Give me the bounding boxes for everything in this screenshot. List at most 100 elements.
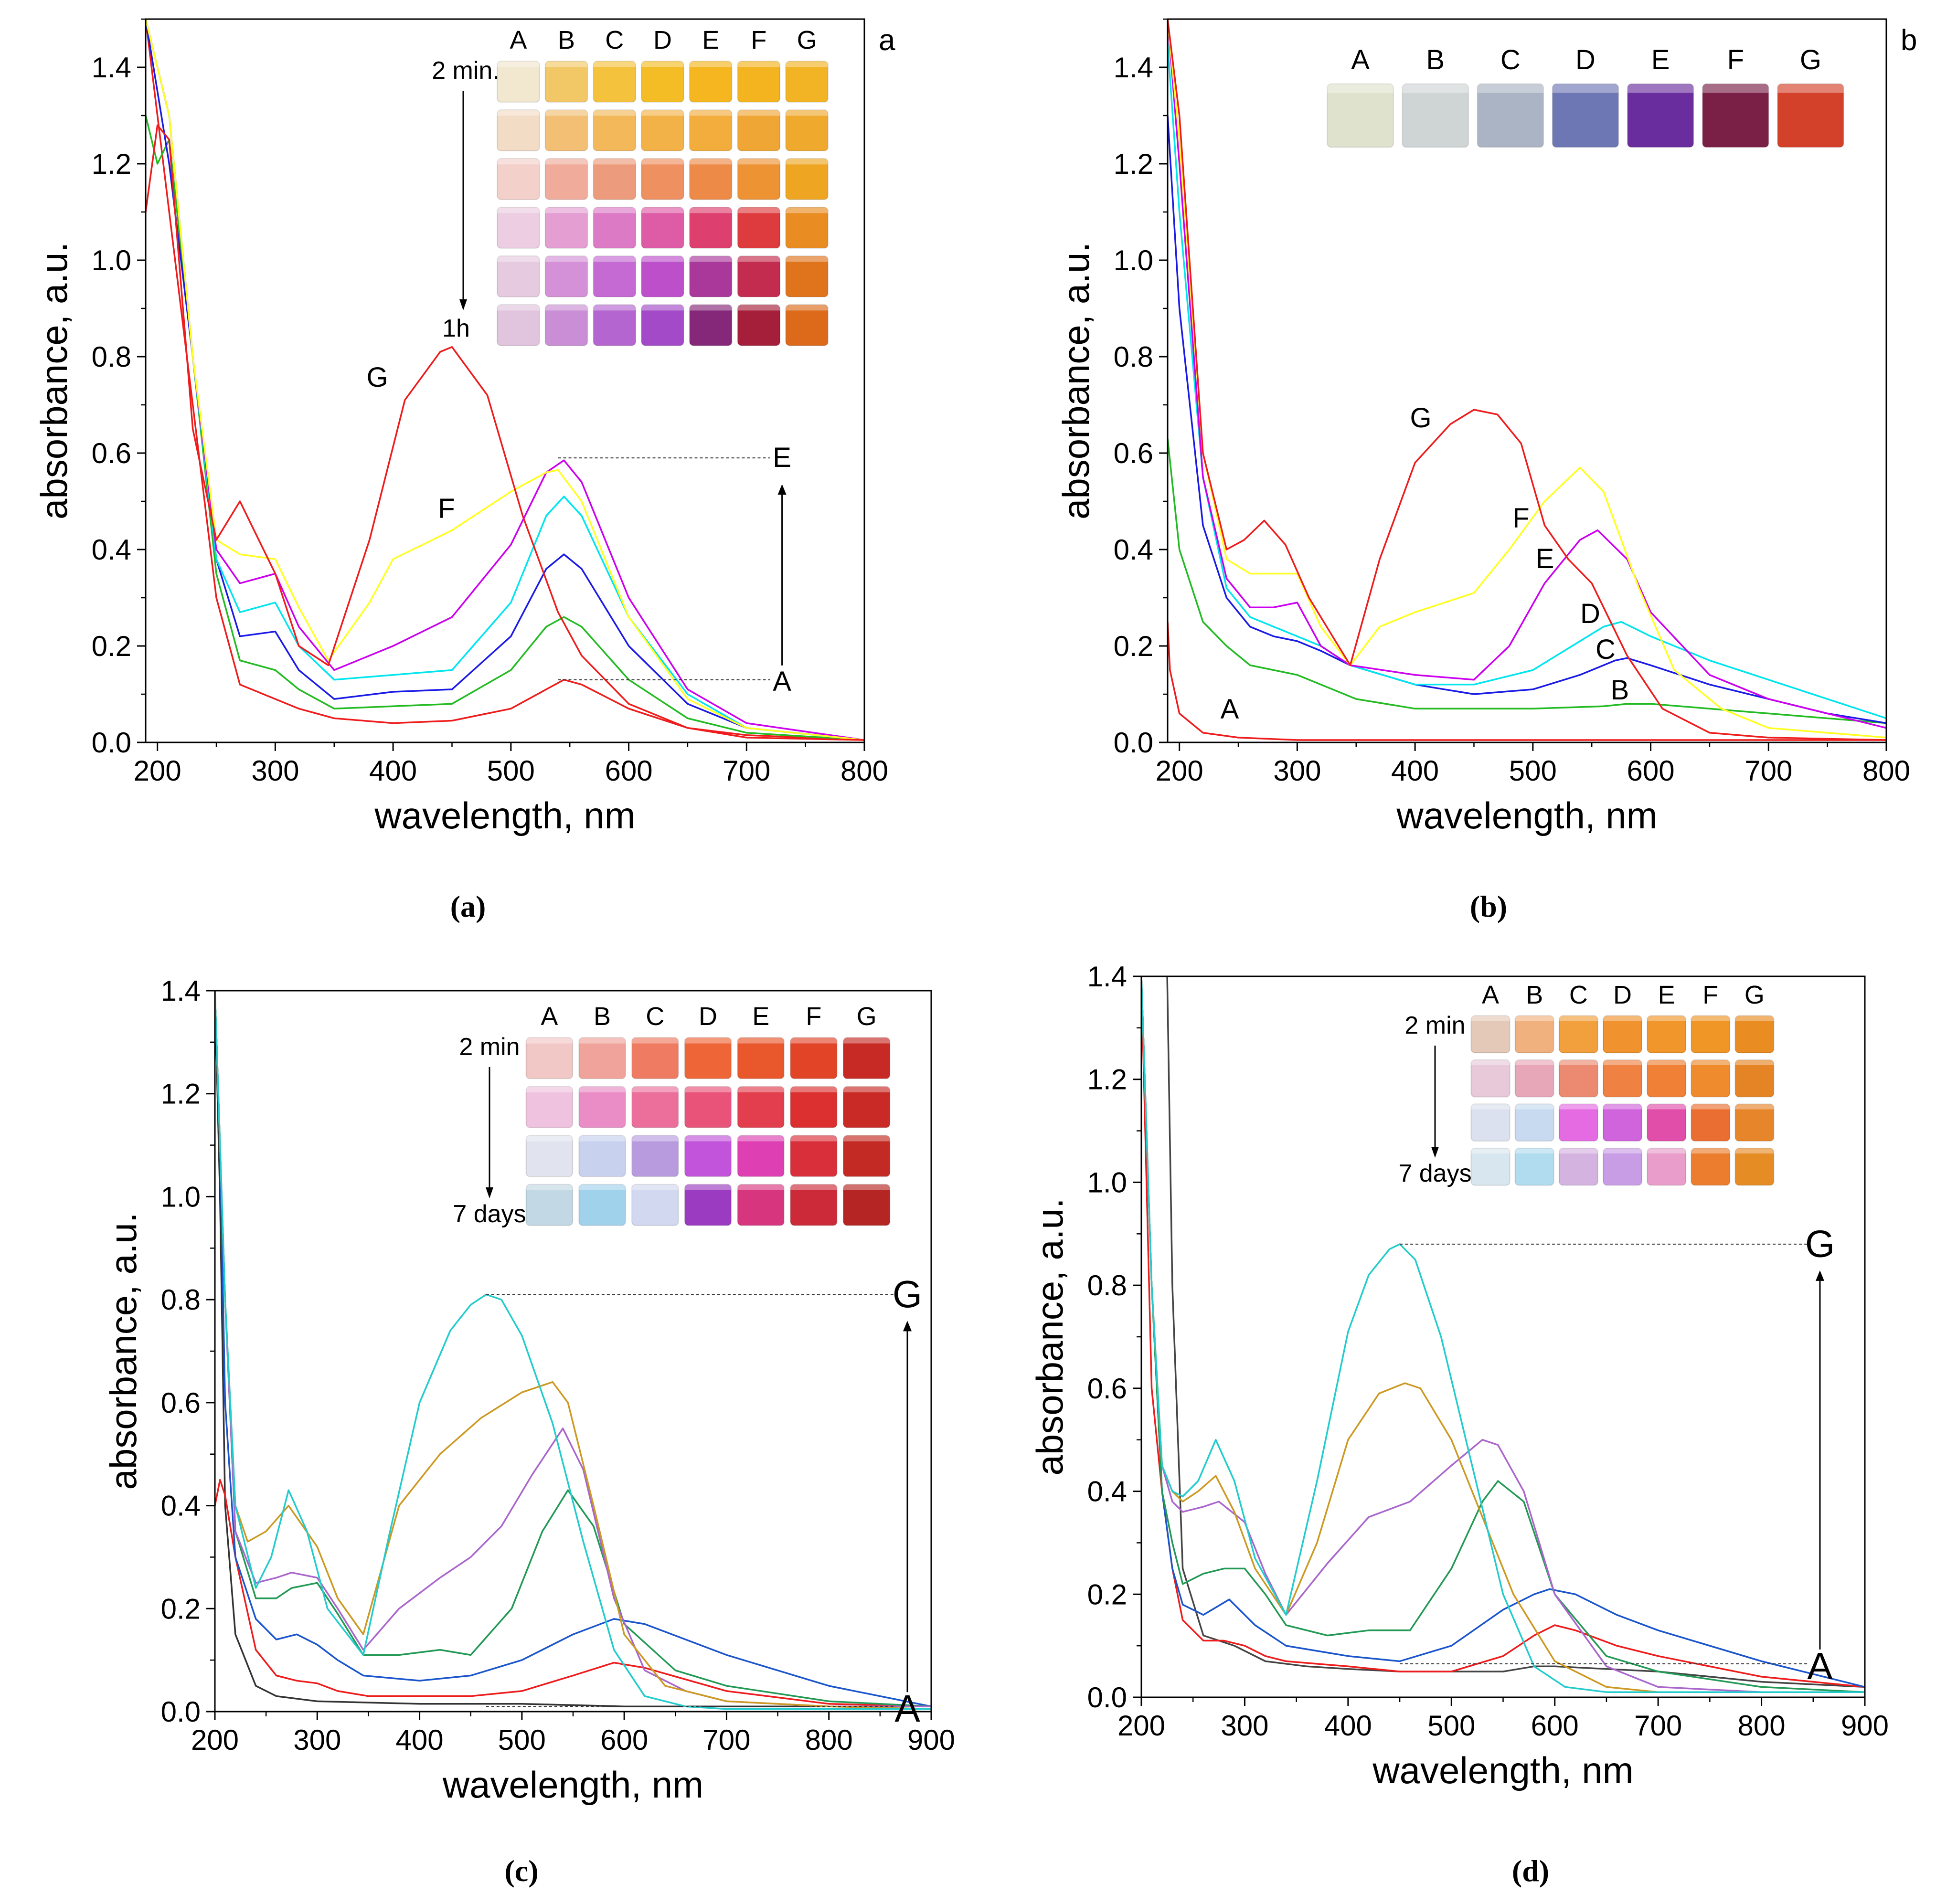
curve-label-E: E — [1536, 543, 1554, 574]
vial-G-row3 — [1734, 1147, 1775, 1186]
vial-F-row0 — [790, 1037, 838, 1079]
x-tick-label: 800 — [840, 755, 888, 787]
series-line-D — [1141, 976, 1865, 1693]
series-line-D — [215, 991, 931, 1707]
vial-C-row4 — [593, 255, 637, 297]
vial-meniscus — [632, 1184, 679, 1190]
vial-meniscus — [1552, 84, 1619, 93]
inset-column-label-A: A — [541, 1002, 558, 1031]
vial-meniscus — [737, 159, 780, 165]
series-group — [215, 991, 931, 1710]
increase-arrow-head — [777, 484, 787, 495]
vial-meniscus — [1777, 84, 1844, 93]
vial-E-row2 — [1647, 1103, 1687, 1142]
y-tick-label: 1.0 — [1114, 244, 1153, 276]
y-tick-label: 0.6 — [1114, 437, 1153, 469]
vial-E-row0 — [1647, 1015, 1687, 1054]
vial-D-row2 — [1602, 1103, 1643, 1142]
vial-D-row2 — [641, 158, 684, 200]
x-tick-label: 200 — [1117, 1710, 1165, 1742]
vial-E-row0 — [689, 61, 733, 103]
vial-G-row2 — [842, 1135, 891, 1177]
vial-meniscus — [689, 159, 732, 165]
vial-G-row1 — [1734, 1059, 1775, 1098]
vial-D-row2 — [684, 1135, 732, 1177]
inset-time-end: 7 days — [1398, 1160, 1471, 1187]
y-tick-label: 0.6 — [161, 1387, 201, 1419]
inset-time-arrow-head — [459, 299, 467, 310]
vial-meniscus — [1603, 1148, 1642, 1153]
vial-A-row0 — [497, 61, 540, 103]
x-tick-label: 600 — [600, 1724, 648, 1756]
vial-D-row1 — [641, 109, 684, 151]
vial-meniscus — [1603, 1015, 1642, 1021]
series-line-F — [146, 19, 864, 741]
inset-column-label-G: G — [1745, 981, 1765, 1009]
y-tick-label: 0.6 — [92, 437, 131, 469]
vial-meniscus — [526, 1184, 573, 1190]
vial-D-row1 — [1602, 1059, 1643, 1098]
vial-meniscus — [1471, 1148, 1510, 1153]
vial-F-row0 — [737, 61, 781, 103]
series-line-F — [215, 991, 931, 1710]
y-tick-label: 1.2 — [1114, 148, 1153, 180]
vial-meniscus — [545, 159, 588, 165]
vial-meniscus — [737, 207, 780, 213]
vial-meniscus — [843, 1037, 890, 1044]
curve-label-C: C — [1596, 634, 1616, 665]
vial-F-row2 — [1691, 1103, 1731, 1142]
vial-meniscus — [843, 1086, 890, 1092]
y-tick-label: 0.2 — [92, 630, 131, 662]
vial-meniscus — [526, 1135, 573, 1142]
y-tick-label: 0.4 — [92, 534, 131, 566]
curve-label-D: D — [1580, 598, 1600, 629]
x-tick-label: 500 — [1427, 1710, 1475, 1742]
vial-E-row3 — [689, 207, 733, 249]
increase-arrow-head — [903, 1321, 912, 1332]
vial-D-row3 — [1602, 1147, 1643, 1186]
series-line-B — [1141, 976, 1865, 1688]
vial-meniscus — [545, 61, 588, 67]
panel-caption: (b) — [1470, 889, 1507, 923]
vial-meniscus — [1691, 1059, 1730, 1065]
vial-B-row1 — [578, 1086, 626, 1128]
vial-meniscus — [593, 61, 636, 67]
x-axis-title: wavelength, nm — [1372, 1749, 1633, 1791]
x-tick-label: 300 — [1273, 755, 1321, 787]
inset-column-label-C: C — [646, 1002, 664, 1031]
x-tick-label: 800 — [1738, 1710, 1786, 1742]
vial-meniscus — [1691, 1148, 1730, 1153]
vial-G-row3 — [842, 1184, 891, 1226]
vial-E-row4 — [689, 255, 733, 297]
vial-G-row0 — [1734, 1015, 1775, 1054]
vial-A-row3 — [1470, 1147, 1511, 1186]
vial-meniscus — [593, 110, 636, 116]
y-tick-label: 0.0 — [1114, 727, 1153, 759]
y-tick-label: 0.2 — [161, 1593, 201, 1625]
arrow-bottom-label: A — [894, 1687, 920, 1730]
x-tick-label: 400 — [369, 755, 417, 787]
vial-E-row3 — [1647, 1147, 1687, 1186]
series-line-G — [146, 124, 864, 741]
series-line-G — [1168, 19, 1886, 741]
vial-meniscus — [1515, 1148, 1554, 1153]
y-tick-label: 1.4 — [1114, 52, 1153, 84]
inset-column-label-C: C — [605, 26, 624, 54]
x-tick-label: 200 — [191, 1724, 239, 1756]
vial-E-row2 — [737, 1135, 785, 1177]
vial-meniscus — [689, 256, 732, 262]
vial-E-row1 — [689, 109, 733, 151]
panel-caption: (d) — [1512, 1854, 1549, 1888]
vial-A-row4 — [497, 255, 540, 297]
x-tick-label: 800 — [805, 1724, 853, 1756]
chart-panel-d: G A 200 300 400 500 600 700 800 900 0.0 0.2 0.4 0.6 0.… — [1029, 961, 1889, 1888]
vial-A-row1 — [497, 109, 540, 151]
vial-D-row0 — [1552, 83, 1619, 148]
y-axis-title: absorbance, a.u. — [1029, 1198, 1071, 1475]
vial-meniscus — [737, 1135, 784, 1142]
vial-meniscus — [684, 1086, 732, 1092]
increase-arrow-head — [1815, 1270, 1824, 1281]
inset-column-label-F: F — [1727, 44, 1744, 75]
vial-meniscus — [632, 1037, 679, 1044]
inset-time-start: 2 min — [1404, 1012, 1465, 1039]
